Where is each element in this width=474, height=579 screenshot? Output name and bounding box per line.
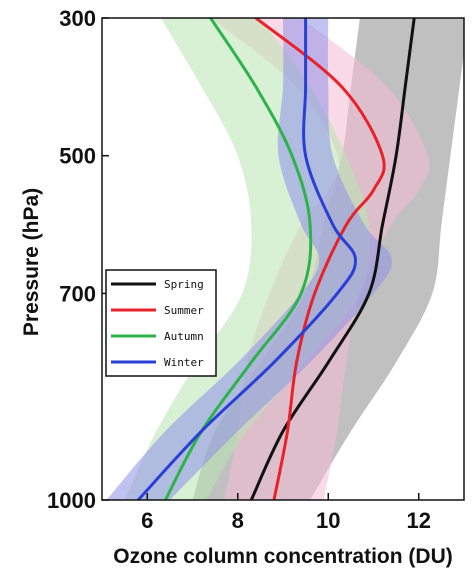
axis-ticks: 6 8 10 12 300 500 700 1000 [47,6,431,533]
winter-line [136,18,357,500]
x-tick-label: 8 [232,508,244,533]
winter-band [106,18,392,500]
legend-label-summer: Summer [164,304,204,317]
y-tick-label: 1000 [47,488,96,513]
mean-lines [136,18,416,500]
x-tick-label: 6 [141,508,153,533]
x-axis-title: Ozone column concentration (DU) [113,545,453,568]
x-tick-label: 12 [407,508,431,533]
x-tick-label: 10 [316,508,340,533]
plot-frame [101,17,465,501]
legend-label-autumn: Autumn [164,330,204,343]
spring-line [249,18,416,500]
legend-label-winter: Winter [164,356,204,369]
legend: Spring Summer Autumn Winter [105,269,217,377]
y-tick-label: 500 [59,144,96,169]
summer-line [254,18,386,500]
y-tick-label: 300 [59,6,96,31]
y-axis-title: Pressure (hPa) [20,188,43,336]
legend-box [105,269,217,377]
y-tick-label: 700 [59,281,96,306]
legend-label-spring: Spring [164,278,204,291]
autumn-line [163,18,313,500]
